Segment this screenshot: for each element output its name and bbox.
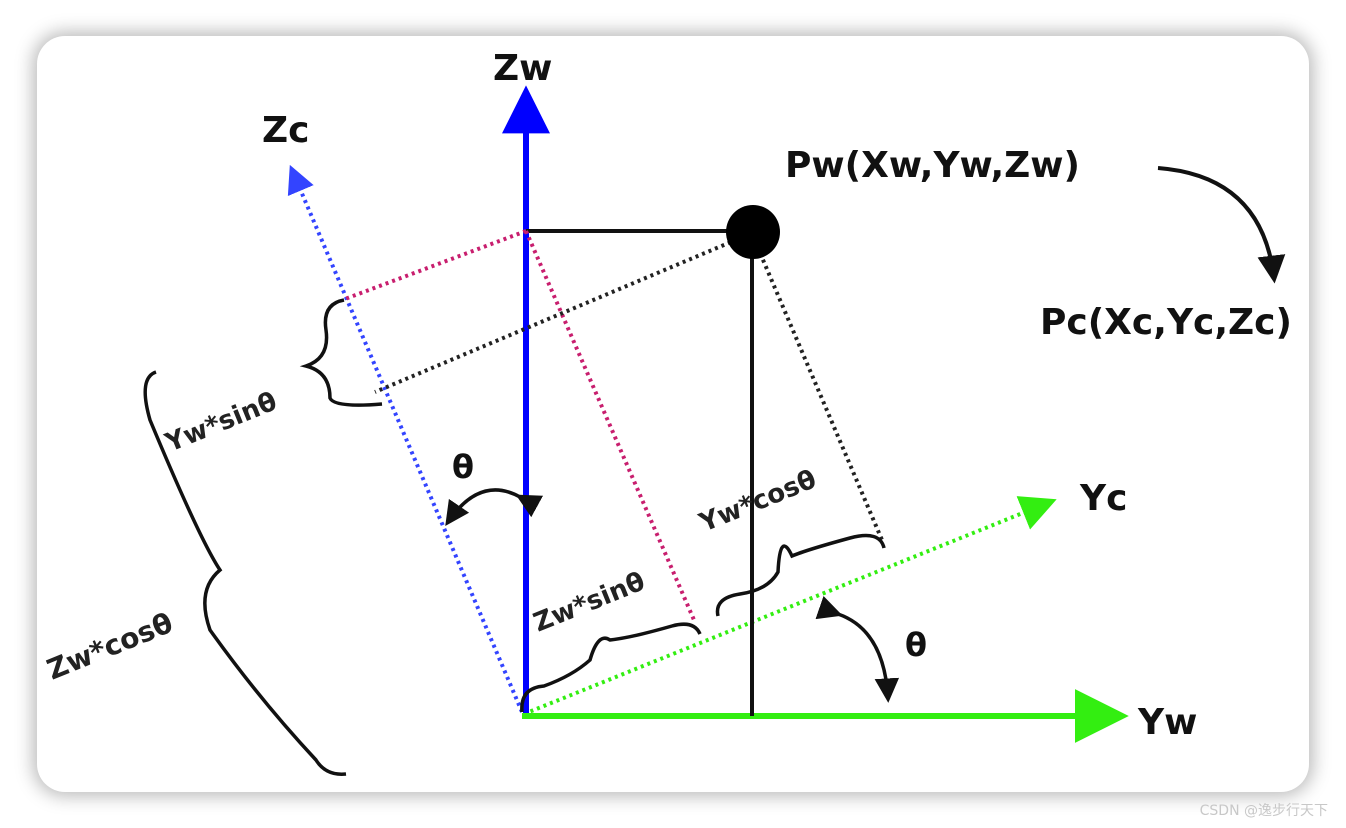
point-projection-on-zc: [374, 232, 751, 394]
brace-zw-cos: [143, 370, 347, 776]
zw-sin-label: Zw*sinθ: [529, 567, 649, 639]
brace-yw-sin: [299, 298, 383, 407]
zw-projection-on-yc: [524, 230, 696, 621]
yw-axis-label: Yw: [1137, 702, 1197, 743]
yc-axis-label: Yc: [1079, 478, 1127, 519]
point-pw: [726, 205, 780, 259]
yw-sin-label: Yw*sinθ: [160, 387, 281, 459]
yw-cos-label: Yw*cosθ: [694, 465, 820, 539]
zw-axis-label: Zw: [493, 48, 552, 89]
zw-projection-on-zc: [344, 229, 527, 301]
zw-cos-label: Zw*cosθ: [42, 606, 177, 686]
theta-label-bottom: θ: [905, 626, 927, 664]
theta-arc-top: [445, 488, 544, 527]
zc-axis-line: [287, 164, 524, 713]
transform-arrow: [1157, 166, 1286, 284]
brace-yw-cos: [715, 533, 886, 617]
brace-zw-sin: [520, 622, 702, 713]
watermark: CSDN @逸步行天下: [1199, 803, 1328, 819]
zc-axis-label: Zc: [262, 110, 309, 151]
theta-arc-bottom: [815, 595, 900, 703]
point-world-label: Pw(Xw,Yw,Zw): [785, 145, 1080, 186]
diagram-card: [37, 36, 1309, 792]
point-camera-label: Pc(Xc,Yc,Zc): [1040, 302, 1292, 343]
theta-label-top: θ: [452, 448, 474, 486]
